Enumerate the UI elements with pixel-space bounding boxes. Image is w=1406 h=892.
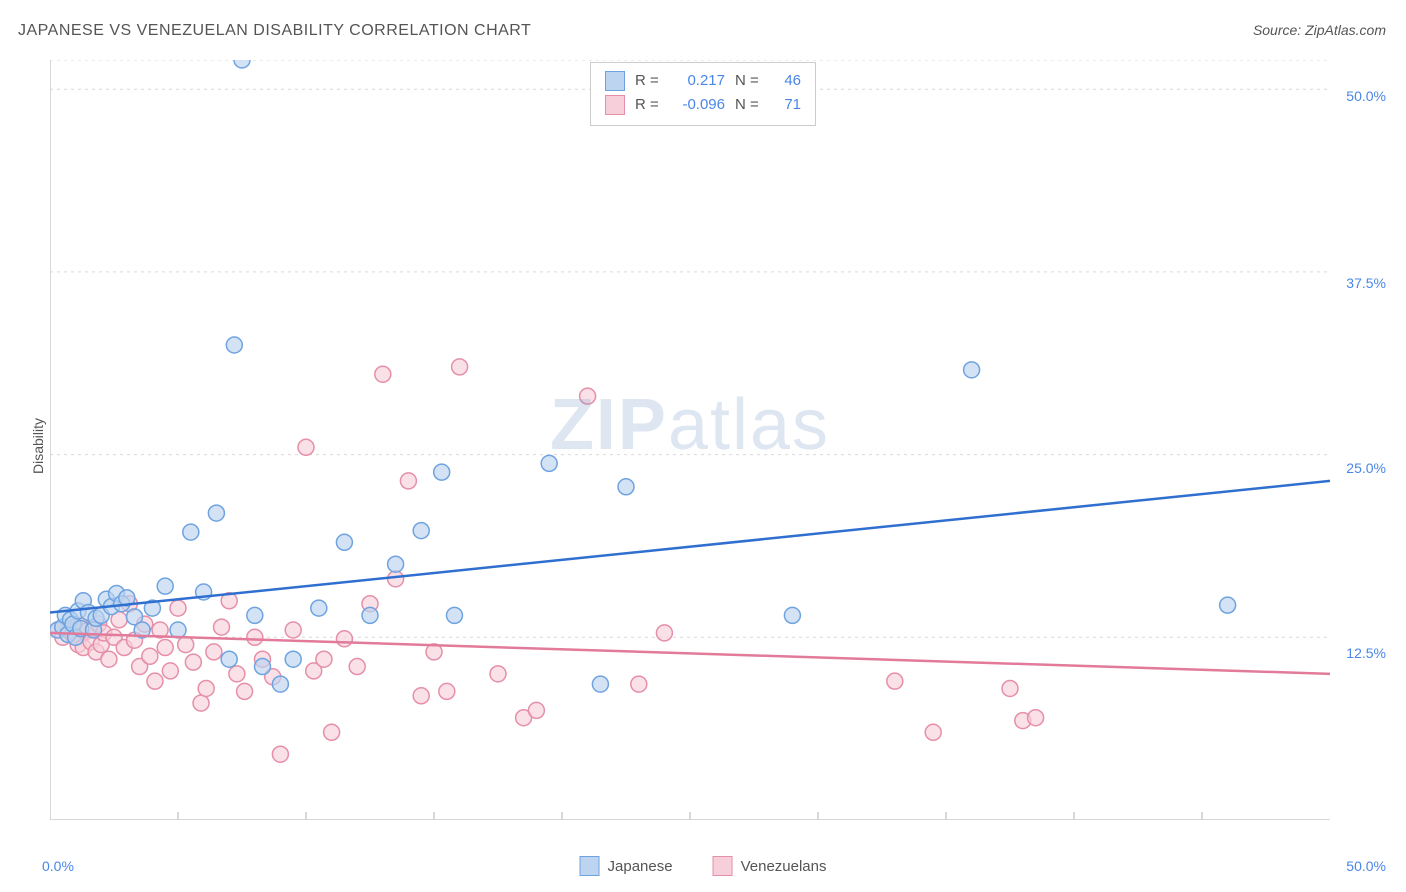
chart-title: JAPANESE VS VENEZUELAN DISABILITY CORREL… [18,22,531,40]
legend-label-japanese: Japanese [608,858,673,875]
stats-row-japanese: R = 0.217 N = 46 [605,69,801,93]
x-tick-min: 0.0% [42,858,74,874]
source-attribution: Source: ZipAtlas.com [1253,22,1386,38]
stats-row-venezuelans: R = -0.096 N = 71 [605,93,801,117]
n-value-venezuelans: 71 [773,93,801,117]
n-label-2: N = [735,93,763,117]
legend-swatch-venezuelans [605,95,625,115]
scatter-svg [50,60,1330,820]
y-tick-25: 25.0% [1346,460,1386,476]
legend-swatch-japanese [605,71,625,91]
n-value-japanese: 46 [773,69,801,93]
legend-item-venezuelans: Venezuelans [713,856,827,876]
r-value-japanese: 0.217 [673,69,725,93]
series-legend: Japanese Venezuelans [580,856,827,876]
y-axis-label: Disability [30,418,46,474]
y-tick-50: 50.0% [1346,88,1386,104]
plot-area: ZIPatlas [50,60,1330,820]
legend-swatch-venezuelans-2 [713,856,733,876]
legend-label-venezuelans: Venezuelans [741,858,827,875]
source-prefix: Source: [1253,22,1305,38]
chart-container: JAPANESE VS VENEZUELAN DISABILITY CORREL… [0,0,1406,892]
y-tick-12: 12.5% [1346,645,1386,661]
legend-swatch-japanese-2 [580,856,600,876]
r-value-venezuelans: -0.096 [673,93,725,117]
n-label: N = [735,69,763,93]
source-name: ZipAtlas.com [1305,22,1386,38]
legend-item-japanese: Japanese [580,856,673,876]
y-tick-37: 37.5% [1346,275,1386,291]
r-label: R = [635,69,663,93]
x-tick-max: 50.0% [1346,858,1386,874]
r-label-2: R = [635,93,663,117]
stats-legend: R = 0.217 N = 46 R = -0.096 N = 71 [590,62,816,126]
